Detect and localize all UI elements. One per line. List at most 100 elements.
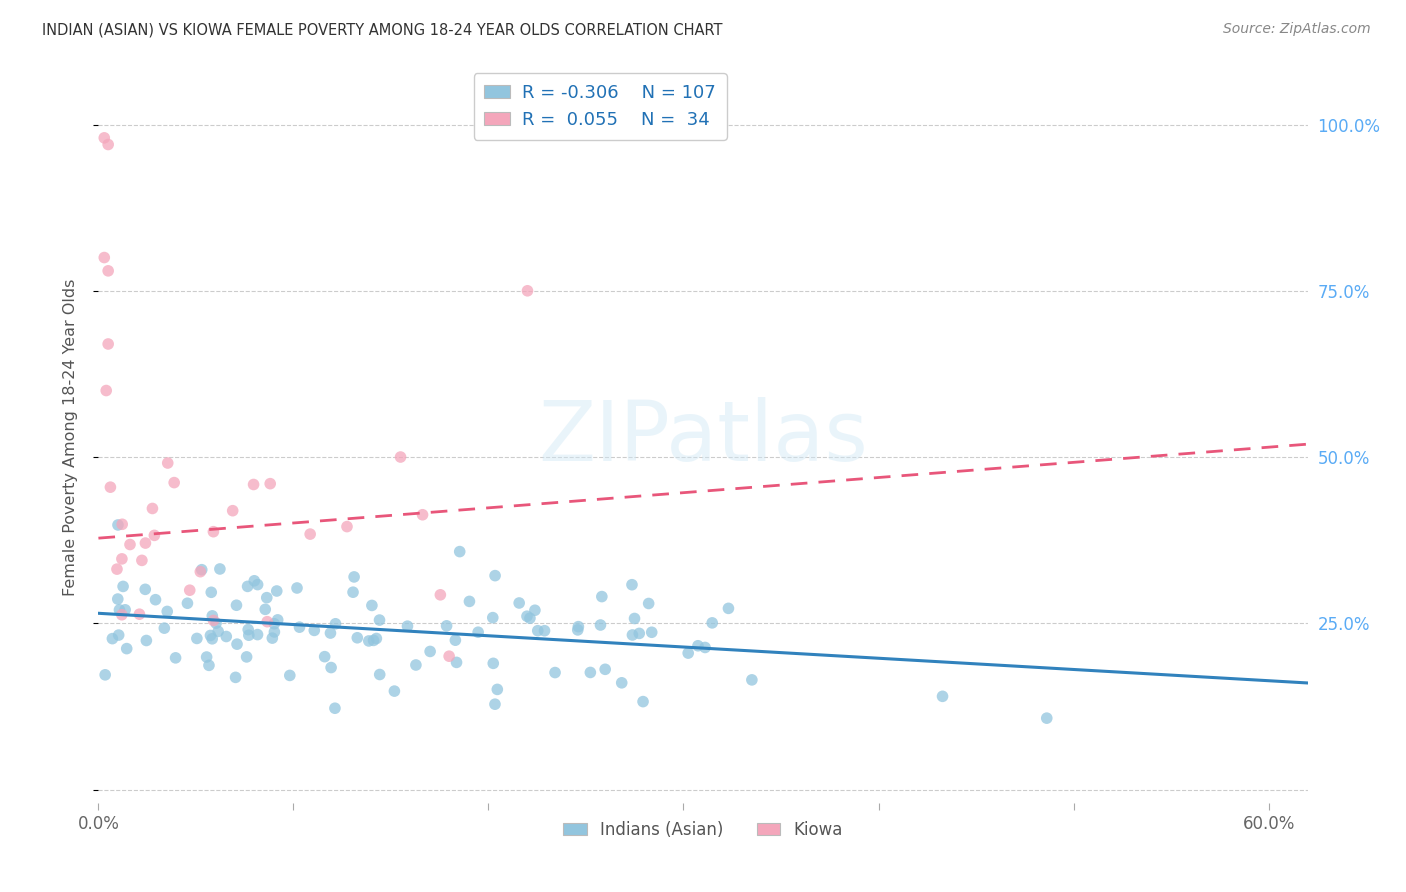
Point xyxy=(342,585,364,599)
Point xyxy=(262,631,284,645)
Point xyxy=(628,626,651,640)
Point xyxy=(156,456,179,470)
Point xyxy=(637,597,659,611)
Point xyxy=(141,501,163,516)
Point xyxy=(131,553,153,567)
Point xyxy=(112,579,135,593)
Point xyxy=(238,628,260,642)
Text: Source: ZipAtlas.com: Source: ZipAtlas.com xyxy=(1223,22,1371,37)
Point xyxy=(134,582,156,597)
Point xyxy=(100,480,122,494)
Point xyxy=(179,583,201,598)
Point xyxy=(108,603,131,617)
Point xyxy=(361,599,384,613)
Point xyxy=(201,632,224,646)
Point xyxy=(256,615,278,629)
Point xyxy=(143,528,166,542)
Point xyxy=(202,524,225,539)
Point xyxy=(620,578,643,592)
Point xyxy=(481,610,503,624)
Point xyxy=(263,616,285,631)
Point xyxy=(523,603,546,617)
Point xyxy=(484,697,506,711)
Point xyxy=(190,563,212,577)
Point xyxy=(96,384,118,398)
Point xyxy=(336,519,359,533)
Point xyxy=(458,594,481,608)
Point xyxy=(591,590,613,604)
Point xyxy=(198,658,221,673)
Point xyxy=(544,665,567,680)
Point xyxy=(186,632,208,646)
Point xyxy=(93,131,115,145)
Point xyxy=(201,608,224,623)
Point xyxy=(1035,711,1057,725)
Point xyxy=(202,614,225,628)
Point xyxy=(396,619,419,633)
Point xyxy=(222,504,245,518)
Point xyxy=(686,639,709,653)
Point xyxy=(589,618,612,632)
Point xyxy=(623,611,645,625)
Point xyxy=(467,625,489,640)
Point xyxy=(389,450,412,464)
Point xyxy=(256,591,278,605)
Point xyxy=(225,670,247,684)
Point xyxy=(631,695,654,709)
Point xyxy=(200,628,222,642)
Point xyxy=(118,537,141,551)
Point xyxy=(135,633,157,648)
Point xyxy=(215,630,238,644)
Y-axis label: Female Poverty Among 18-24 Year Olds: Female Poverty Among 18-24 Year Olds xyxy=(63,278,77,596)
Point xyxy=(314,649,336,664)
Point xyxy=(741,673,763,687)
Point xyxy=(236,579,259,593)
Point xyxy=(641,625,664,640)
Point xyxy=(107,518,129,533)
Legend: Indians (Asian), Kiowa: Indians (Asian), Kiowa xyxy=(557,814,849,846)
Point xyxy=(446,656,468,670)
Point xyxy=(384,684,406,698)
Point xyxy=(429,588,451,602)
Point xyxy=(444,633,467,648)
Point xyxy=(97,337,120,351)
Point xyxy=(107,628,129,642)
Point xyxy=(357,634,380,648)
Point xyxy=(593,662,616,676)
Point xyxy=(366,632,388,646)
Point xyxy=(153,621,176,635)
Point xyxy=(449,544,471,558)
Point xyxy=(533,624,555,638)
Point xyxy=(405,658,427,673)
Point xyxy=(101,632,124,646)
Point xyxy=(93,251,115,265)
Point xyxy=(579,665,602,680)
Point xyxy=(128,607,150,622)
Point xyxy=(111,517,134,532)
Point xyxy=(363,633,385,648)
Point xyxy=(516,609,538,624)
Point xyxy=(368,667,391,681)
Point xyxy=(195,650,218,665)
Point xyxy=(702,615,724,630)
Point xyxy=(115,641,138,656)
Point xyxy=(346,631,368,645)
Point xyxy=(621,628,644,642)
Point xyxy=(165,651,187,665)
Point xyxy=(163,475,186,490)
Text: ZIPatlas: ZIPatlas xyxy=(538,397,868,477)
Point xyxy=(285,581,308,595)
Point xyxy=(526,624,548,638)
Point xyxy=(111,552,134,566)
Point xyxy=(412,508,434,522)
Point xyxy=(484,568,506,582)
Point xyxy=(567,623,589,637)
Point xyxy=(263,624,285,639)
Point xyxy=(114,603,136,617)
Point xyxy=(105,562,128,576)
Point xyxy=(368,613,391,627)
Point xyxy=(156,604,179,618)
Point xyxy=(610,675,633,690)
Point xyxy=(299,527,322,541)
Point xyxy=(208,562,231,576)
